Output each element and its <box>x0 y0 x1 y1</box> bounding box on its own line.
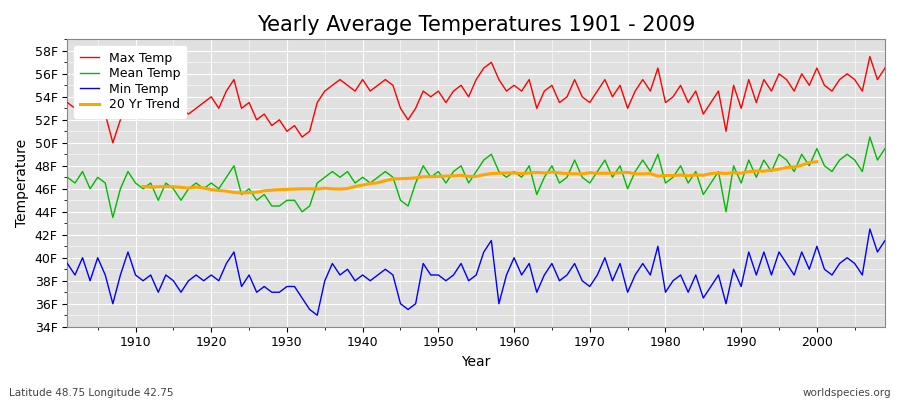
20 Yr Trend <box>721 171 732 176</box>
Max Temp <box>865 54 876 59</box>
Min Temp <box>879 238 890 243</box>
Text: Latitude 48.75 Longitude 42.75: Latitude 48.75 Longitude 42.75 <box>9 388 174 398</box>
Max Temp <box>517 89 527 94</box>
Title: Yearly Average Temperatures 1901 - 2009: Yearly Average Temperatures 1901 - 2009 <box>257 15 696 35</box>
Max Temp <box>62 100 73 105</box>
Max Temp <box>879 66 890 70</box>
Mean Temp <box>879 146 890 151</box>
Mean Temp <box>508 169 519 174</box>
Mean Temp <box>62 175 73 180</box>
Mean Temp <box>297 209 308 214</box>
20 Yr Trend <box>350 184 361 189</box>
20 Yr Trend <box>236 190 247 195</box>
Max Temp <box>608 94 618 99</box>
Text: worldspecies.org: worldspecies.org <box>803 388 891 398</box>
Max Temp <box>107 140 118 145</box>
Min Temp <box>508 255 519 260</box>
Max Temp <box>508 83 519 88</box>
Mean Temp <box>130 181 141 186</box>
Line: Max Temp: Max Temp <box>68 56 885 143</box>
Y-axis label: Temperature: Temperature <box>15 139 29 227</box>
Mean Temp <box>517 175 527 180</box>
Max Temp <box>342 83 353 88</box>
20 Yr Trend <box>229 190 239 195</box>
Line: Min Temp: Min Temp <box>68 229 885 315</box>
Max Temp <box>297 135 308 140</box>
Mean Temp <box>865 135 876 140</box>
20 Yr Trend <box>615 170 626 175</box>
Min Temp <box>62 261 73 266</box>
Min Temp <box>122 250 133 254</box>
20 Yr Trend <box>788 164 799 169</box>
20 Yr Trend <box>706 171 716 176</box>
Line: Mean Temp: Mean Temp <box>68 137 885 218</box>
Mean Temp <box>107 215 118 220</box>
Min Temp <box>289 284 300 289</box>
Mean Temp <box>342 169 353 174</box>
20 Yr Trend <box>138 184 148 189</box>
Mean Temp <box>608 175 618 180</box>
Min Temp <box>342 267 353 272</box>
Max Temp <box>130 106 141 111</box>
Legend: Max Temp, Mean Temp, Min Temp, 20 Yr Trend: Max Temp, Mean Temp, Min Temp, 20 Yr Tre… <box>74 46 186 118</box>
Min Temp <box>865 227 876 232</box>
X-axis label: Year: Year <box>462 355 490 369</box>
20 Yr Trend <box>812 159 823 164</box>
Min Temp <box>311 313 322 318</box>
Min Temp <box>517 272 527 277</box>
Line: 20 Yr Trend: 20 Yr Trend <box>143 162 817 193</box>
Min Temp <box>608 278 618 283</box>
